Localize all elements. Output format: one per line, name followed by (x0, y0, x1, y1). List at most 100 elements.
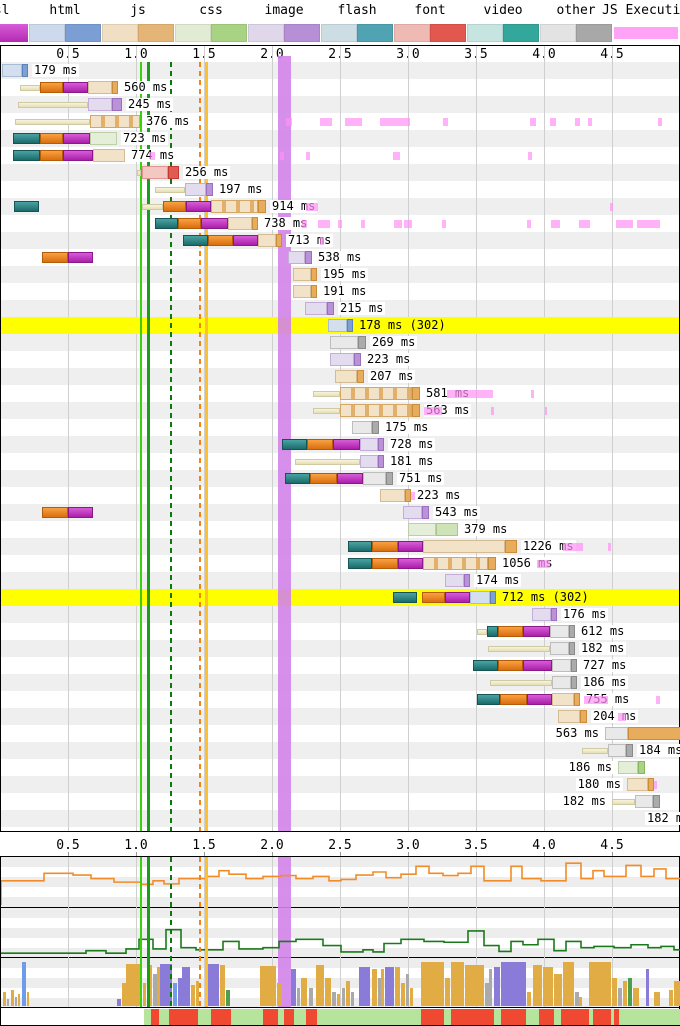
interactive-segment-blocked (561, 1009, 589, 1025)
request-row[interactable]: 914 ms (0, 198, 680, 215)
request-row[interactable]: 223 ms (0, 487, 680, 504)
request-row[interactable]: 176 ms (0, 606, 680, 623)
interactive-segment-interactive (278, 1009, 284, 1025)
main-thread-bar (554, 974, 562, 1006)
request-row[interactable]: 563 ms (0, 402, 680, 419)
main-thread-bar (589, 962, 611, 1006)
request-bar-segment (201, 218, 228, 229)
main-thread-bar (11, 990, 14, 1006)
request-bar-segment (580, 710, 587, 723)
request-row[interactable]: 560 ms (0, 79, 680, 96)
request-bar-segment (558, 710, 580, 723)
request-bar-segment (88, 81, 112, 94)
request-row[interactable]: 175 ms (0, 419, 680, 436)
request-row[interactable]: 197 ms (0, 181, 680, 198)
request-row[interactable]: 204 ms (0, 708, 680, 725)
bottom-marker-render-2 (147, 857, 150, 1007)
request-bar-segment (445, 574, 464, 587)
request-row[interactable]: 178 ms (302) (0, 317, 680, 334)
legend-swatch-light (394, 24, 430, 42)
request-row[interactable]: 180 ms (0, 776, 680, 793)
main-thread-bar (301, 978, 307, 1006)
request-bar-segment (372, 558, 398, 569)
request-row[interactable]: 223 ms (0, 351, 680, 368)
request-time-label: 543 ms (433, 505, 481, 519)
interactive-segment-blocked (501, 1009, 526, 1025)
request-row[interactable]: 563 ms (0, 725, 680, 742)
interactive-segment-interactive (526, 1009, 539, 1025)
request-row[interactable]: 181 ms (0, 453, 680, 470)
request-row[interactable]: 186 ms (0, 759, 680, 776)
request-bar-segment (313, 391, 340, 397)
request-bar-segment (42, 252, 68, 263)
main-thread-bar (421, 962, 444, 1006)
legend-swatch-light (29, 24, 65, 42)
interactive-segment-interactive (144, 1009, 151, 1025)
request-row[interactable]: 713 ms (0, 232, 680, 249)
request-row[interactable]: 269 ms (0, 334, 680, 351)
request-row[interactable]: 195 ms (0, 266, 680, 283)
request-row[interactable]: 376 ms (0, 113, 680, 130)
js-execution-tick (150, 152, 155, 160)
request-row[interactable]: 184 ms (0, 742, 680, 759)
bottom-gridline (340, 857, 341, 1007)
interactive-segment-interactive (619, 1009, 680, 1025)
request-row[interactable]: 727 ms (0, 657, 680, 674)
request-row[interactable]: 1226 ms (0, 538, 680, 555)
js-execution-tick (618, 713, 626, 721)
request-row[interactable]: 191 ms (0, 283, 680, 300)
main-thread-bar (220, 965, 225, 1006)
interactive-segment-interactive (294, 1009, 306, 1025)
main-thread-bar (527, 992, 531, 1006)
bottom-gridline (68, 857, 69, 1007)
request-bar-segment (523, 660, 552, 671)
request-row[interactable]: 256 ms (0, 164, 680, 181)
request-bar-segment (40, 150, 63, 161)
request-row[interactable]: 245 ms (0, 96, 680, 113)
request-row[interactable]: 182 ms (0, 810, 680, 827)
request-row[interactable]: 186 ms (0, 674, 680, 691)
main-thread-bar (646, 969, 649, 1006)
request-row[interactable]: 174 ms (0, 572, 680, 589)
request-row[interactable]: 543 ms (0, 504, 680, 521)
request-bar-segment (228, 217, 252, 230)
request-bar-segment (574, 693, 580, 706)
request-row[interactable]: 728 ms (0, 436, 680, 453)
request-row[interactable]: 712 ms (302) (0, 589, 680, 606)
legend-swatch-light (102, 24, 138, 42)
main-thread-bar (669, 990, 673, 1006)
request-row[interactable]: 755 ms (0, 691, 680, 708)
main-thread-bar (385, 967, 394, 1006)
main-thread-bar (381, 969, 384, 1006)
request-row[interactable]: 723 ms (0, 130, 680, 147)
request-row[interactable]: 179 ms (0, 62, 680, 79)
request-bar-segment (252, 217, 258, 230)
request-row[interactable]: 207 ms (0, 368, 680, 385)
bandwidth-in-chart (0, 908, 680, 958)
request-row[interactable]: 612 ms (0, 623, 680, 640)
request-row[interactable]: 182 ms (0, 640, 680, 657)
request-bar-segment (142, 204, 163, 210)
request-row[interactable]: 774 ms (0, 147, 680, 164)
request-row[interactable]: 581 ms (0, 385, 680, 402)
request-row[interactable]: 1056 ms (0, 555, 680, 572)
request-bar-segment (276, 234, 282, 247)
request-row[interactable]: 538 ms (0, 249, 680, 266)
interactive-segment-blocked (451, 1009, 494, 1025)
js-execution-tick (531, 390, 534, 398)
js-execution-tick (380, 118, 410, 126)
request-bar-segment (348, 558, 372, 569)
legend-swatch-light (321, 24, 357, 42)
request-row[interactable]: 215 ms (0, 300, 680, 317)
request-time-label: 538 ms (316, 250, 364, 264)
request-row[interactable]: 182 ms (0, 793, 680, 810)
main-thread-bar (401, 983, 405, 1006)
request-row[interactable]: 738 ms (0, 215, 680, 232)
request-row[interactable]: 751 ms (0, 470, 680, 487)
bottom-marker-on-load-dashed (199, 857, 201, 1007)
request-bar-segment (569, 642, 575, 655)
request-time-label: 376 ms (144, 114, 192, 128)
request-row[interactable]: 379 ms (0, 521, 680, 538)
request-time-label: 195 ms (321, 267, 369, 281)
